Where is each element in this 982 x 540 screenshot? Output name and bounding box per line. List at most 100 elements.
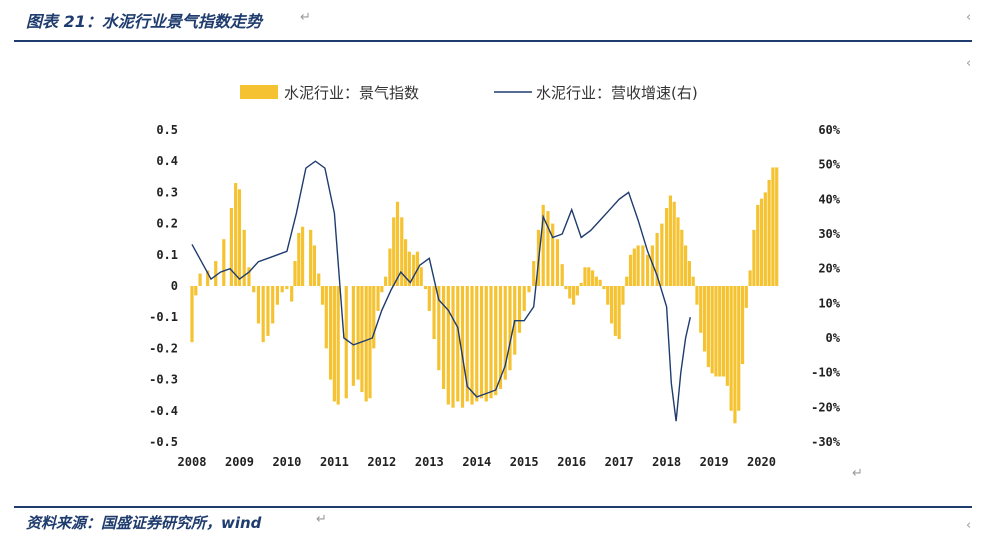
bar-125 [740,286,745,364]
bar-22 [300,226,305,286]
right-tick-label: -30% [811,435,841,449]
bar-42 [392,217,396,286]
right-tick-label: 50% [818,158,840,172]
right-tick-label: 40% [818,192,840,206]
right-tick-label: -20% [811,400,841,414]
bar-117 [710,286,714,374]
bar-24 [312,245,317,286]
bar-93 [613,286,617,336]
x-tick-label: 2010 [272,455,301,469]
bar-35 [364,286,368,402]
right-tick-label: 20% [818,262,840,276]
left-tick-label: -0.4 [149,404,178,418]
bar-110 [683,245,688,286]
bar-25 [317,273,321,286]
x-tick-label: 2018 [652,455,681,469]
bar-100 [641,245,645,286]
margin-arrow-mark: ‹ [966,518,972,533]
left-tick-label: -0.3 [149,373,178,387]
bar-88 [594,276,598,286]
left-tick-label: 0.4 [156,154,178,168]
chart-title: 图表 21：水泥行业景气指数走势 [26,12,262,31]
bar-67 [503,286,507,380]
bar-55 [446,286,450,405]
bar-43 [395,201,400,286]
bar-118 [714,286,718,377]
left-tick-label: -0.1 [149,310,178,324]
bar-49 [419,267,423,286]
bar-18 [285,286,289,290]
legend-bar-label: 水泥行业：景气指数 [284,84,419,102]
return-mark: ↵ [852,466,863,481]
x-tick-label: 2016 [557,455,586,469]
bar-62 [479,286,484,399]
return-mark: ↵ [316,512,327,527]
right-tick-label: 0% [826,331,841,345]
bar-51 [427,286,431,311]
bar-47 [412,254,416,286]
bar-77 [551,223,555,286]
bar-11 [252,286,256,293]
bar-122 [729,286,733,411]
bar-105 [665,208,669,286]
bar-39 [380,286,384,293]
bar-38 [376,286,380,311]
bar-46 [407,251,411,286]
bar-29 [332,286,336,402]
bar-65 [494,286,498,396]
left-tick-label: -0.2 [149,341,178,355]
x-tick-label: 2008 [178,455,207,469]
x-tick-label: 2011 [320,455,349,469]
return-mark: ↵ [300,10,311,25]
bar-113 [695,286,699,305]
bar-130 [759,198,764,286]
bar-63 [484,286,488,402]
bar-21 [297,232,301,286]
bar-126 [744,286,748,308]
bar-64 [489,286,493,399]
right-tick-label: -10% [811,366,841,380]
bar-4 [214,261,218,286]
bar-94 [617,286,621,340]
x-tick-label: 2015 [510,455,539,469]
bar-57 [456,286,460,402]
bar-36 [368,286,372,399]
bar-128 [752,229,756,286]
bar-86 [587,267,591,286]
bar-70 [517,286,522,333]
bar-99 [636,245,640,286]
left-tick-label: 0.2 [156,217,178,231]
right-axis: 60% 50% 40% 30% 20% 10% 0% -10% -20% -30% [811,123,841,449]
bar-54 [441,286,446,389]
bar-72 [527,286,531,293]
bar-44 [400,217,404,286]
bar-66 [498,286,503,389]
bar-28 [328,286,333,380]
bar-12 [256,286,261,324]
bar-13 [261,286,265,343]
bar-108 [676,217,680,286]
left-tick-label: -0.5 [149,435,178,449]
bar-123 [733,286,737,424]
bar-132 [767,179,771,286]
left-tick-label: 0 [171,279,178,293]
x-tick-label: 2017 [605,455,634,469]
x-tick-label: 2020 [747,455,776,469]
bar-56 [451,286,455,408]
bar-80 [564,286,568,290]
bar-9 [242,229,246,286]
bar-60 [470,286,474,405]
bar-133 [771,167,775,286]
bar-30 [336,286,340,405]
bar-114 [699,286,703,333]
top-rule [14,40,972,42]
left-tick-label: 0.1 [156,248,178,262]
bar-121 [725,286,729,386]
bar-92 [609,286,614,324]
x-tick-label: 2019 [700,455,729,469]
bar-52 [432,286,436,340]
bar-84 [579,282,583,286]
bar-1 [194,286,198,296]
bar-15 [271,286,275,324]
bar-134 [775,167,779,286]
